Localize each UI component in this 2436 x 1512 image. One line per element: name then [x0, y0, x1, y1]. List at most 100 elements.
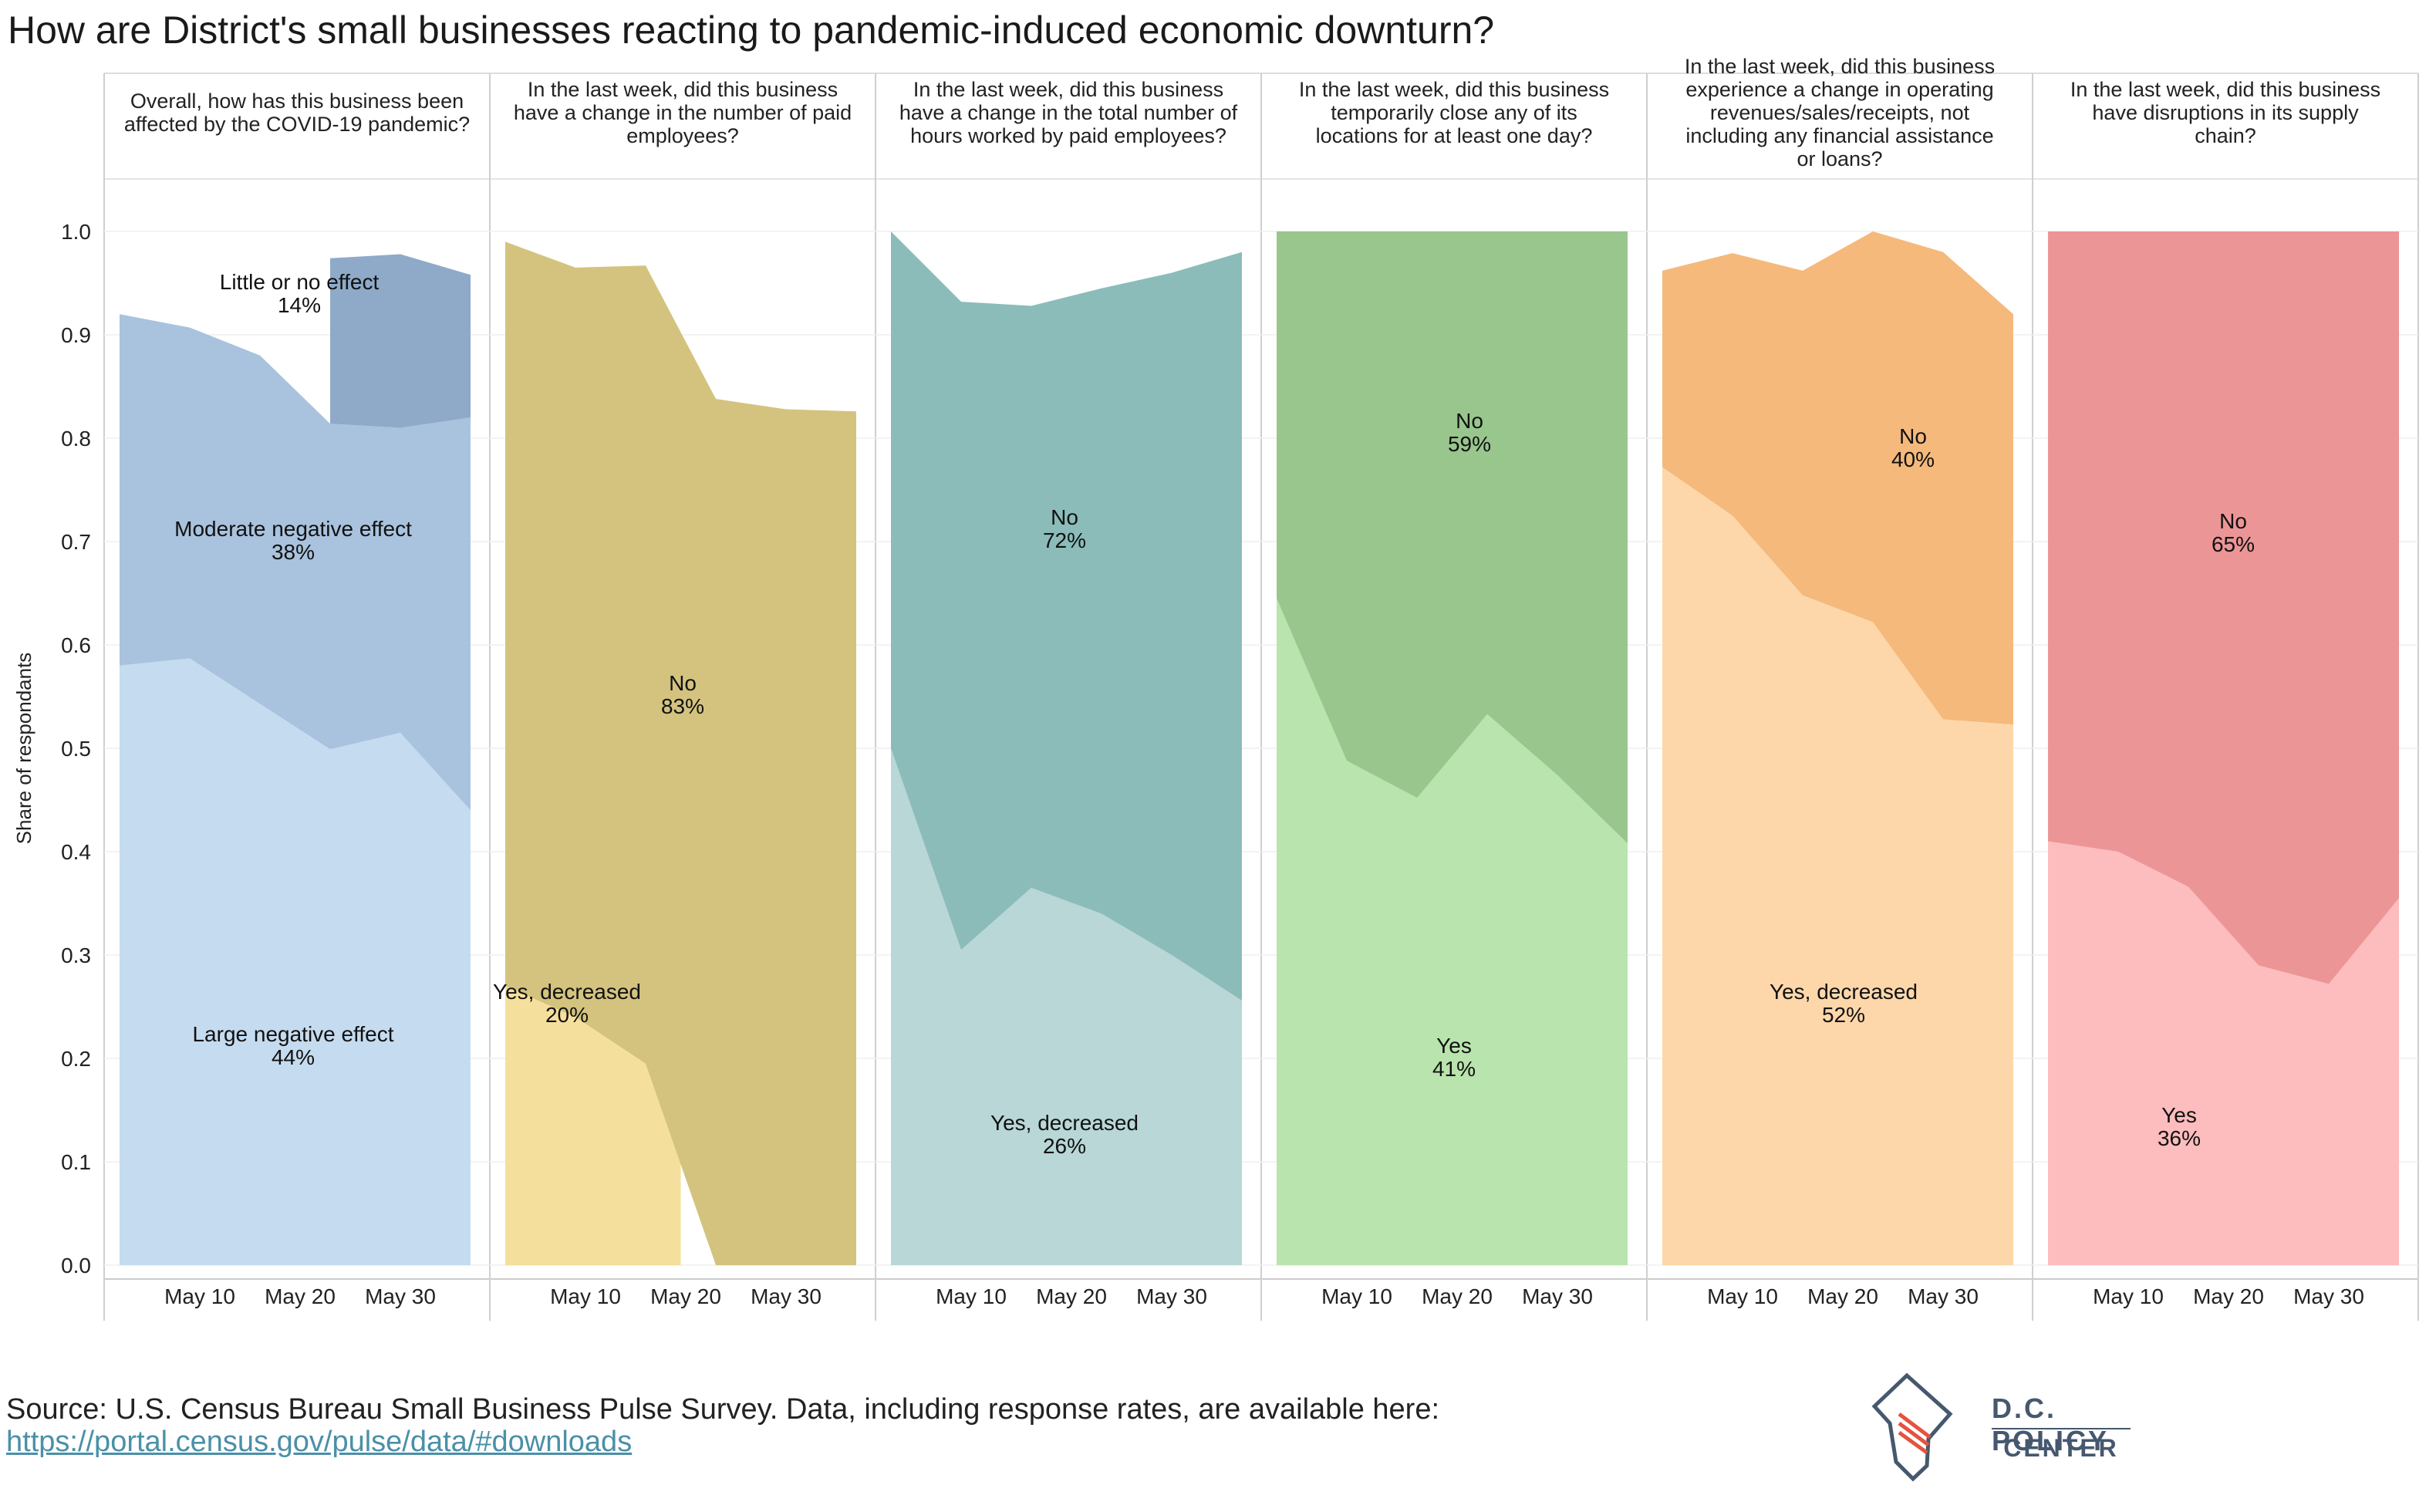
panel-6: May 10 May 20 May 30 In the last week, did …	[2048, 78, 2399, 1308]
series-value-label: 40%	[1891, 447, 1935, 471]
y-tick-label: 0.2	[61, 1047, 91, 1071]
x-tick-label: May 20	[1807, 1284, 1878, 1308]
y-axis-label: Share of respondants	[12, 653, 35, 845]
panel-title-line: chain?	[2195, 124, 2256, 147]
source-link[interactable]: https://portal.census.gov/pulse/data/#do…	[6, 1426, 633, 1458]
series-value-label: 44%	[272, 1045, 315, 1069]
x-tick-label: May 30	[2293, 1284, 2364, 1308]
area-little-or-no-effect	[330, 254, 471, 428]
dc-policy-center-logo: D.C. POLICY CENTER	[1859, 1369, 2152, 1485]
x-tick-label: May 10	[1321, 1284, 1392, 1308]
panel-title-line: affected by the COVID-19 pandemic?	[124, 113, 470, 136]
area-no	[1662, 231, 2013, 725]
x-tick-label: May 10	[2093, 1284, 2164, 1308]
x-tick-label: May 20	[1422, 1284, 1493, 1308]
area-yes-decreased	[891, 748, 1242, 1265]
panel-title-line: locations for at least one day?	[1316, 124, 1593, 147]
x-tick-label: May 10	[1707, 1284, 1778, 1308]
y-tick-label: 0.9	[61, 323, 91, 347]
area-large-negative-effect	[120, 658, 471, 1265]
x-tick-label: May 30	[1136, 1284, 1207, 1308]
area-moderate-negative-effect	[120, 314, 471, 811]
series-label: Yes, decreased	[990, 1111, 1139, 1135]
y-tick-label: 0.0	[61, 1254, 91, 1277]
x-tick-label: May 30	[751, 1284, 822, 1308]
y-tick-label: 0.8	[61, 427, 91, 451]
panel-title-line: In the last week, did this business	[2070, 78, 2380, 101]
series-value-label: 52%	[1822, 1003, 1865, 1027]
series-value-label: 36%	[2158, 1126, 2201, 1150]
y-tick-label: 0.1	[61, 1150, 91, 1174]
source-note: Source: U.S. Census Bureau Small Busines…	[6, 1393, 1439, 1458]
series-label: Little or no effect	[220, 270, 380, 294]
logo-divider	[1992, 1428, 2131, 1429]
panel-title-line: including any financial assistance	[1685, 124, 1993, 147]
area-no	[1277, 231, 1628, 844]
area-yes-decreased	[1662, 467, 2013, 1265]
x-tick-label: May 30	[1522, 1284, 1593, 1308]
y-axis: Share of respondants 0.0 0.1 0.2 0.3 0.4 0.5 0…	[12, 220, 91, 1277]
panel-4: May 10 May 20 May 30 In the last week, did …	[1277, 78, 1628, 1308]
panel-2: May 10 May 20 May 30 In the last week, did …	[493, 78, 856, 1308]
chart-frame	[103, 73, 2419, 1321]
series-value-label: 65%	[2212, 532, 2255, 556]
panel-title-line: employees?	[626, 124, 739, 147]
x-tick-label: May 10	[936, 1284, 1007, 1308]
area-no	[891, 231, 1242, 1001]
panel-title-line: have disruptions in its supply	[2092, 101, 2359, 124]
area-yes-decreased	[505, 986, 681, 1265]
panel-3: May 10 May 20 May 30 In the last week, did …	[891, 78, 1242, 1308]
x-tick-label: May 20	[265, 1284, 336, 1308]
series-value-label: 59%	[1448, 432, 1491, 456]
panel-title-line: In the last week, did this business	[913, 78, 1223, 101]
area-yes	[2048, 841, 2399, 1265]
panel-title-line: temporarily close any of its	[1331, 101, 1577, 124]
area-no	[505, 241, 856, 1265]
x-tick-label: May 30	[365, 1284, 436, 1308]
x-tick-label: May 10	[164, 1284, 235, 1308]
panel-5: May 10 May 20 May 30 In the last week, did …	[1662, 55, 2013, 1308]
panel-1: May 10 May 20 May 30 Overall, how has this …	[120, 89, 471, 1308]
panel-title-line: experience a change in operating	[1685, 78, 1993, 101]
series-value-label: 26%	[1043, 1134, 1086, 1158]
area-yes	[1277, 598, 1628, 1265]
panels: May 10 May 20 May 30 Overall, how has this …	[120, 55, 2399, 1308]
series-value-label: 20%	[545, 1003, 589, 1027]
panel-title-line: In the last week, did this business	[1685, 55, 1995, 78]
small-multiples-chart: Share of respondants 0.0 0.1 0.2 0.3 0.4 0.5 0…	[12, 55, 2419, 1321]
y-tick-label: 1.0	[61, 220, 91, 244]
panel-title-line: Overall, how has this business been	[130, 89, 464, 113]
logo-text-line1: D.C. POLICY	[1992, 1392, 2110, 1456]
logo-text-line2: CENTER	[2003, 1434, 2119, 1462]
dc-map-icon	[1871, 1372, 1953, 1482]
area-no	[2048, 231, 2399, 984]
series-label: No	[669, 671, 697, 695]
source-text: Source: U.S. Census Bureau Small Busines…	[6, 1393, 1440, 1426]
series-value-label: 72%	[1043, 528, 1086, 552]
series-label: Large negative effect	[192, 1022, 393, 1046]
panel-title-line: hours worked by paid employees?	[910, 124, 1226, 147]
series-label: Moderate negative effect	[174, 517, 412, 541]
panel-title-line: revenues/sales/receipts, not	[1710, 101, 1970, 124]
y-tick-label: 0.3	[61, 943, 91, 967]
x-tick-label: May 20	[1036, 1284, 1107, 1308]
y-tick-label: 0.7	[61, 530, 91, 554]
x-tick-label: May 30	[1908, 1284, 1979, 1308]
y-tick-label: 0.6	[61, 633, 91, 657]
x-tick-label: May 20	[2193, 1284, 2264, 1308]
panel-title-line: have a change in the total number of	[899, 101, 1238, 124]
y-tick-label: 0.5	[61, 737, 91, 761]
gridlines	[104, 231, 2418, 1266]
y-tick-label: 0.4	[61, 840, 91, 864]
series-label: No	[2219, 509, 2247, 533]
panel-title-line: or loans?	[1797, 147, 1882, 170]
series-label: No	[1899, 424, 1927, 448]
chart-title: How are District's small businesses reac…	[8, 8, 1495, 52]
series-label: Yes	[1436, 1034, 1472, 1058]
series-value-label: 83%	[661, 694, 704, 718]
series-value-label: 14%	[278, 293, 321, 317]
series-label: No	[1456, 409, 1483, 433]
x-tick-label: May 20	[650, 1284, 721, 1308]
series-label: Yes, decreased	[493, 980, 641, 1004]
panel-title-line: In the last week, did this business	[528, 78, 838, 101]
